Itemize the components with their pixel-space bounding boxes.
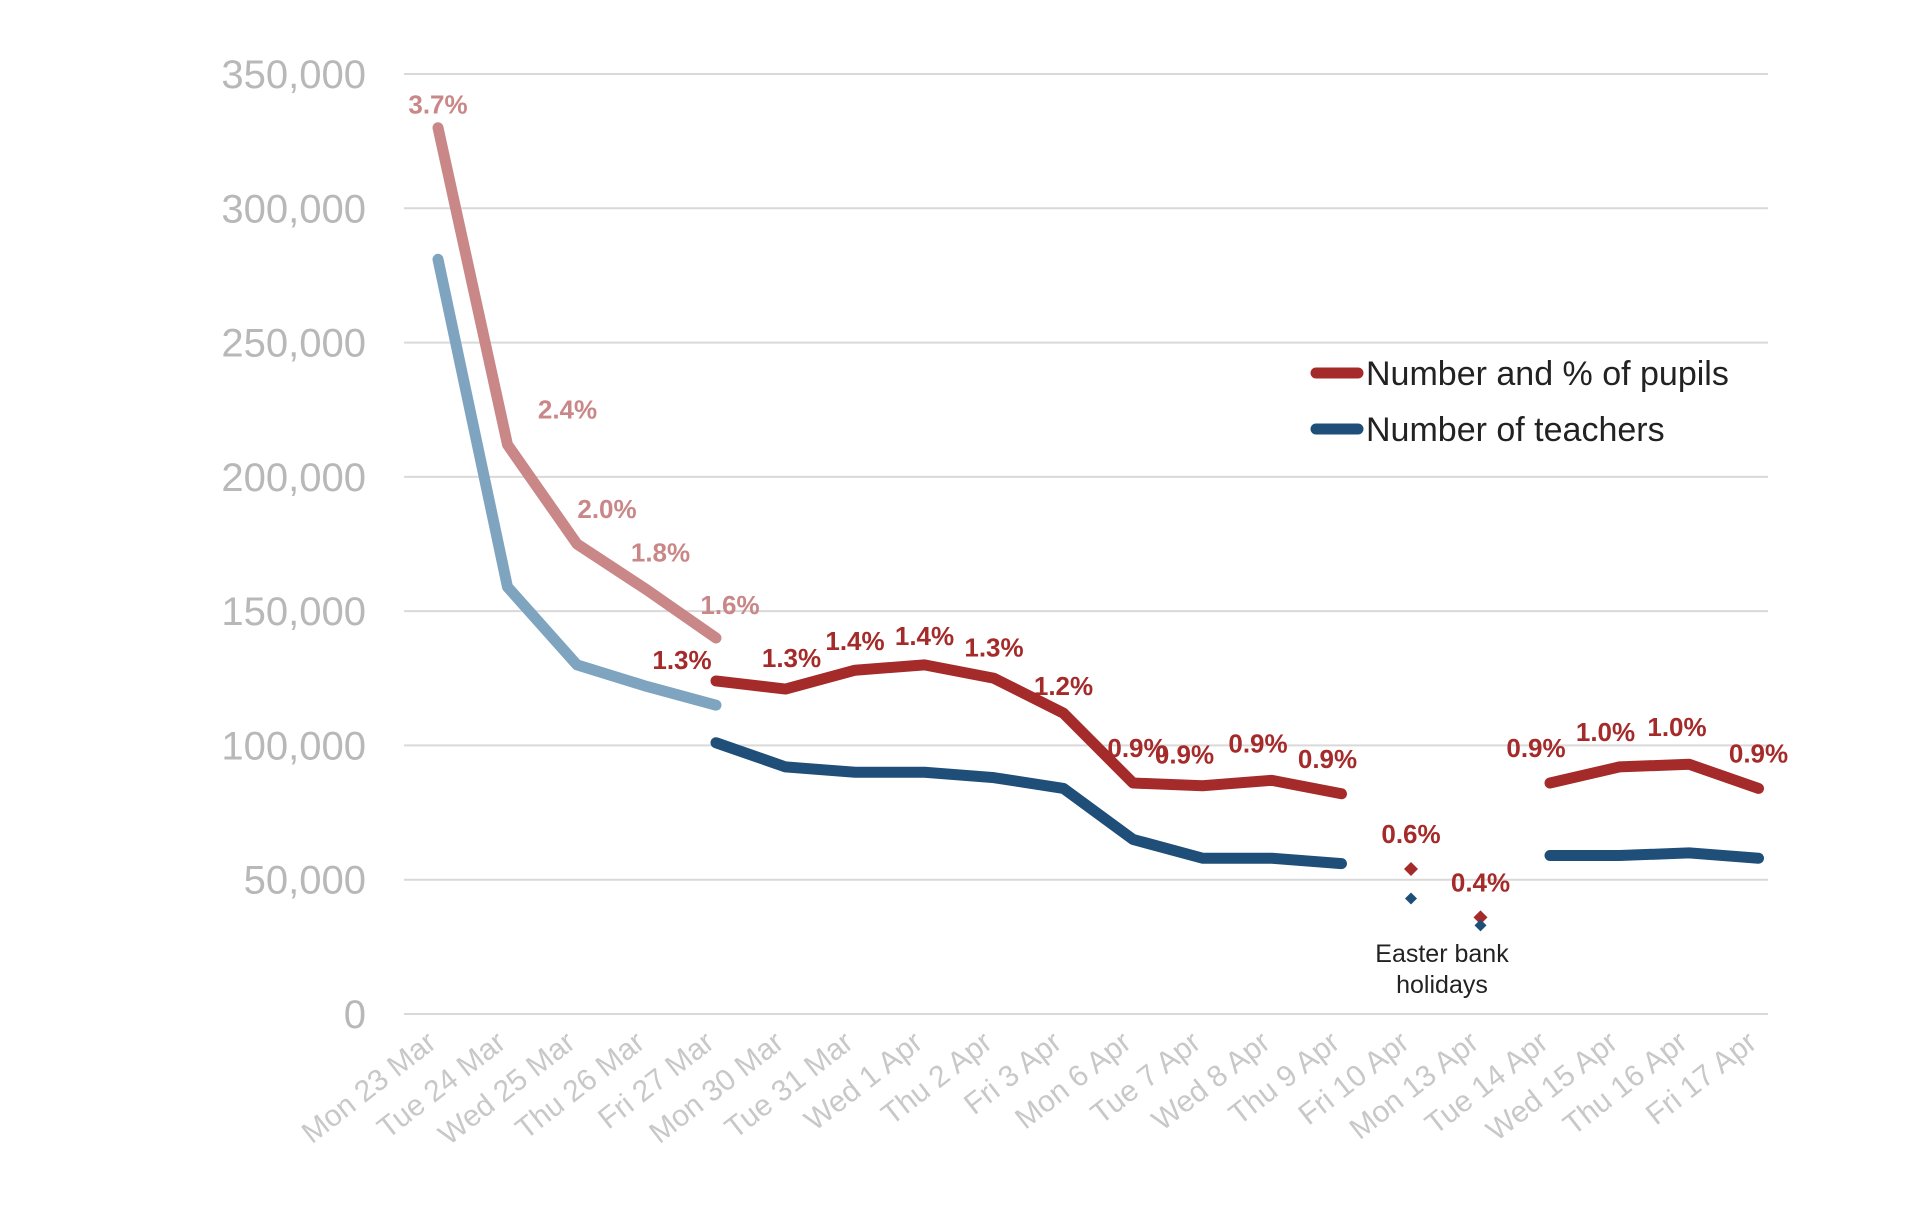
teachers-line-after-easter xyxy=(1544,847,1764,864)
pupils-data-label: 0.9% xyxy=(1298,744,1357,774)
y-tick-label: 200,000 xyxy=(221,456,366,500)
legend-label-pupils: Number and % of pupils xyxy=(1366,355,1729,393)
pupils-data-label: 0.9% xyxy=(1107,733,1166,763)
teachers-point xyxy=(1474,919,1487,932)
y-tick-label: 100,000 xyxy=(221,724,366,768)
pupils-data-label: 3.7% xyxy=(408,90,467,120)
pupils-data-label: 0.9% xyxy=(1506,733,1565,763)
y-tick-label: 350,000 xyxy=(221,53,366,97)
pupils-data-label: 1.0% xyxy=(1576,717,1635,747)
pupils-line-main xyxy=(710,659,1347,800)
pupils-data-label: 0.4% xyxy=(1451,867,1510,897)
teachers-point xyxy=(1405,892,1417,905)
annotation-line-1: Easter bank xyxy=(1375,940,1509,968)
y-tick-label: 50,000 xyxy=(244,859,366,903)
pupils-data-label: 0.6% xyxy=(1381,819,1440,849)
pupils-data-label: 1.0% xyxy=(1647,712,1706,742)
pupils-data-label: 1.8% xyxy=(631,538,690,568)
pupils-data-label: 1.4% xyxy=(825,626,884,656)
teachers-line-early xyxy=(432,253,722,711)
annotation-line-2: holidays xyxy=(1396,971,1488,999)
gridlines xyxy=(404,73,1768,1015)
pupils-data-label: 0.9% xyxy=(1155,740,1214,770)
pupils-data-label: 1.3% xyxy=(964,632,1023,662)
pupils-point xyxy=(1473,910,1488,925)
legend: Number and % of pupils Number of teacher… xyxy=(1310,355,1729,449)
pupils-data-label: 2.4% xyxy=(538,395,597,425)
pupils-data-label: 1.4% xyxy=(895,621,954,651)
easter-annotation: Easter bank holidays xyxy=(1375,940,1509,999)
y-tick-label: 300,000 xyxy=(221,187,366,231)
pupils-data-label: 1.6% xyxy=(700,590,759,620)
series-lines xyxy=(432,122,1764,932)
y-axis-ticks: 0 50,000 100,000 150,000 200,000 250,000 300,0… xyxy=(221,53,366,1037)
pupils-data-label: 0.9% xyxy=(1729,738,1788,768)
y-tick-label: 0 xyxy=(344,993,366,1037)
pupils-line-early xyxy=(432,122,722,644)
teachers-line-main xyxy=(710,737,1347,870)
pupils-point xyxy=(1404,861,1418,876)
pupils-data-label: 1.3% xyxy=(762,643,821,673)
pupils-data-label: 0.9% xyxy=(1228,728,1287,758)
pupils-data-label: 2.0% xyxy=(577,494,636,524)
legend-label-teachers: Number of teachers xyxy=(1366,411,1665,449)
pupils-line-after-easter xyxy=(1544,758,1764,794)
data-labels: 3.7%2.4%2.0%1.8%1.6%1.3%1.4% 1.4% 1.3%1.2%… xyxy=(408,90,1788,898)
pupils-data-label: 1.3% xyxy=(652,645,711,675)
pupils-data-label: 1.2% xyxy=(1034,671,1093,701)
y-tick-label: 150,000 xyxy=(221,590,366,634)
y-tick-label: 250,000 xyxy=(221,322,366,366)
